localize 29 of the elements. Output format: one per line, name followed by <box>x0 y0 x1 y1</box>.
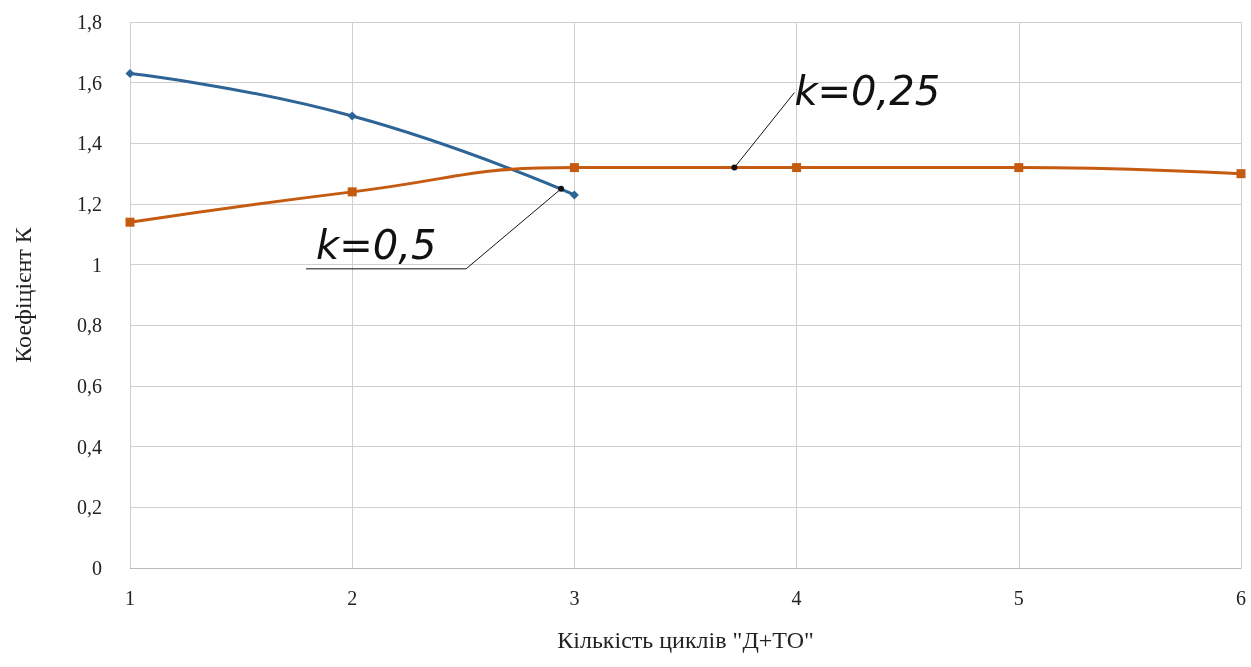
y-tick-label: 0,2 <box>77 496 102 519</box>
annotation: k=0,25 <box>794 67 941 114</box>
y-tick-label: 1,2 <box>77 193 102 215</box>
x-tick-label: 5 <box>1013 587 1024 609</box>
point <box>125 69 135 79</box>
y-tick-label: 0,6 <box>77 375 102 397</box>
y-tick-label: 0 <box>92 557 102 579</box>
point <box>125 217 135 227</box>
x-tick-label: 6 <box>1236 587 1246 609</box>
y-tick-label: 0,4 <box>77 435 102 458</box>
point <box>792 163 802 173</box>
x-tick-label: 2 <box>347 587 358 609</box>
y-tick-label: 1,6 <box>77 71 102 94</box>
point <box>1014 163 1024 173</box>
y-axis-title: Коефіцієнт К <box>10 226 36 363</box>
y-tick-label: 1,4 <box>77 132 102 155</box>
y-tick-label: 1,8 <box>77 11 102 33</box>
point <box>347 187 357 197</box>
x-tick-label: 3 <box>569 587 580 609</box>
x-tick-label: 1 <box>125 587 135 609</box>
x-axis-title: Кількість циклів "Д+ТО" <box>557 627 814 653</box>
annotation: k=0,5 <box>316 221 437 268</box>
y-tick-label: 0,8 <box>77 314 102 337</box>
point <box>569 163 579 173</box>
point <box>569 190 579 200</box>
x-tick-label: 4 <box>791 587 802 609</box>
point <box>1236 169 1246 179</box>
point <box>347 111 357 121</box>
y-tick-label: 1 <box>92 253 102 276</box>
